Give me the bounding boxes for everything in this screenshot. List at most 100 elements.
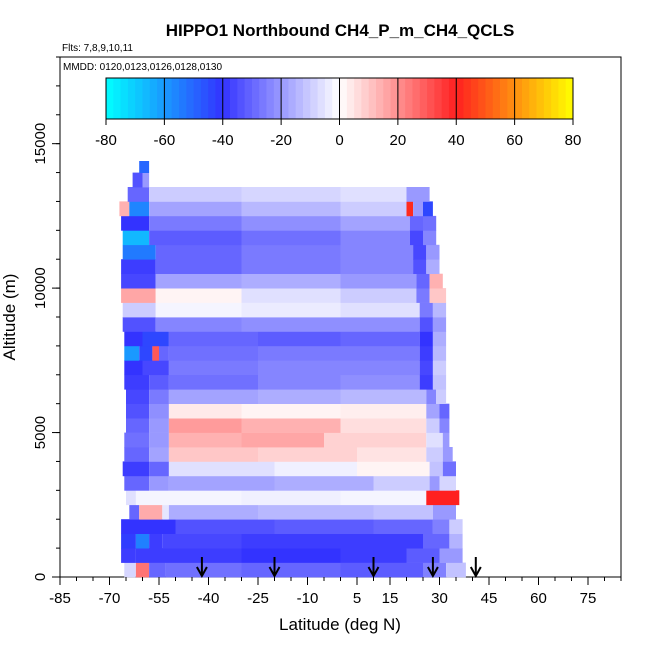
colorbar-cell <box>514 78 523 119</box>
heat-cell <box>168 331 258 347</box>
heat-cell <box>258 374 341 390</box>
heat-cell <box>442 461 456 477</box>
colorbar-cell <box>434 78 443 119</box>
colorbar-cell <box>412 78 421 119</box>
x-tick-label: -10 <box>297 590 319 607</box>
colorbar-cell <box>106 78 114 119</box>
colorbar-cell <box>157 78 165 119</box>
heat-cell <box>241 533 341 549</box>
colorbar-cell <box>551 78 559 119</box>
heat-cell <box>340 548 407 563</box>
heat-cell <box>340 389 427 404</box>
heat-cell <box>168 461 275 477</box>
heat-cell <box>149 461 169 477</box>
heat-cell <box>423 533 450 549</box>
heat-cell <box>340 201 407 217</box>
heat-cell <box>357 447 427 462</box>
heat-cell <box>340 374 420 390</box>
heat-cell <box>432 504 456 520</box>
y-tick-label: 10000 <box>32 267 49 309</box>
lat-arrow-head <box>268 566 281 579</box>
heat-cell <box>241 562 341 578</box>
heat-cell <box>121 215 150 231</box>
lat-arrow-head <box>469 566 482 579</box>
heat-cell <box>406 187 430 202</box>
colorbar-cell <box>127 78 136 119</box>
heat-cell <box>324 432 427 448</box>
colorbar-cell <box>448 78 457 119</box>
heat-cell <box>449 533 463 549</box>
colorbar-cell <box>397 78 406 119</box>
y-tick-label: 5000 <box>32 416 49 449</box>
colorbar-cell <box>339 78 348 119</box>
colorbar-cell <box>171 78 180 119</box>
heat-cell <box>135 562 150 578</box>
heat-cell <box>168 389 258 404</box>
heat-cell <box>340 215 410 231</box>
heat-cell <box>426 403 440 419</box>
heat-cell <box>175 519 275 534</box>
heat-cell <box>439 418 450 433</box>
heat-cell <box>241 201 341 217</box>
heat-cell <box>340 273 417 289</box>
colorbar-cell <box>485 78 494 119</box>
heat-cell <box>126 403 150 419</box>
heat-cell <box>124 432 150 448</box>
heat-cell <box>274 519 374 534</box>
heat-cell <box>436 389 447 404</box>
y-axis-label: Altitude (m) <box>0 274 19 361</box>
colorbar-cell <box>164 78 173 119</box>
heat-cell <box>142 172 150 188</box>
heat-cell <box>149 447 169 462</box>
colorbar-cell <box>113 78 121 119</box>
heat-cell <box>149 215 242 231</box>
colorbar-cell <box>500 78 508 119</box>
x-axis-label: Latitude (deg N) <box>279 615 401 634</box>
heat-cell <box>419 317 433 332</box>
heat-cell <box>432 302 447 318</box>
heat-cell <box>162 504 169 520</box>
lat-arrow-head <box>196 566 208 579</box>
chart-title: HIPPO1 Northbound CH4_P_m_CH4_QCLS <box>166 21 515 40</box>
x-tick-label: -40 <box>198 590 220 607</box>
heat-cell <box>122 317 156 332</box>
heat-cell <box>168 475 275 491</box>
heat-cell <box>152 345 159 361</box>
heat-cell <box>406 201 414 217</box>
heat-cell <box>432 331 447 347</box>
heat-cell <box>129 201 150 217</box>
heat-cell <box>149 533 163 549</box>
colorbar-cell <box>295 78 304 119</box>
latitude-arrows <box>196 557 482 579</box>
colorbar-cell <box>193 78 202 119</box>
colorbar-cell <box>303 78 311 119</box>
heat-cell <box>126 490 136 506</box>
heat-cell <box>168 360 258 376</box>
heat-cell <box>426 490 460 506</box>
heat-cell <box>241 317 341 332</box>
x-tick-label: -55 <box>148 590 170 607</box>
heat-cell <box>373 519 433 534</box>
colorbar-cell <box>558 78 567 119</box>
colorbar-cell <box>470 78 479 119</box>
heat-cell <box>340 533 423 549</box>
heat-cell <box>122 230 150 246</box>
colorbar-cell <box>208 78 216 119</box>
heat-cell <box>340 562 423 578</box>
heat-cell <box>168 447 258 462</box>
heat-cell <box>432 345 447 361</box>
heat-cell <box>149 432 169 448</box>
heat-cell <box>439 475 456 491</box>
heat-cell <box>439 548 463 563</box>
x-tick-label: 75 <box>580 590 597 607</box>
colorbar-cell <box>120 78 129 119</box>
heat-cell <box>124 562 136 578</box>
heat-cell <box>423 215 437 231</box>
heat-cell <box>340 403 427 419</box>
colorbar-tick-label: -60 <box>154 132 176 149</box>
heat-cell <box>241 432 324 448</box>
heat-cell <box>442 432 450 448</box>
colorbar-cell <box>142 78 151 119</box>
heat-cell <box>127 187 150 202</box>
